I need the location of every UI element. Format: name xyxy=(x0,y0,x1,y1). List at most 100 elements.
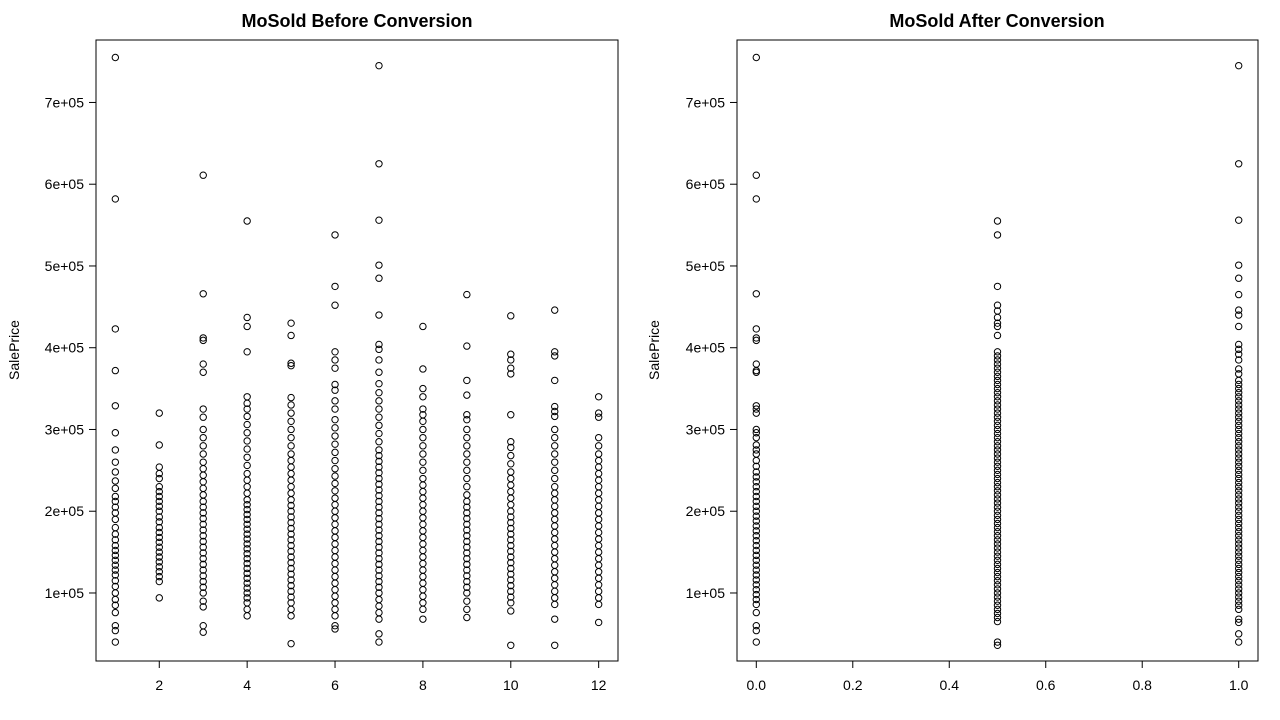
data-point xyxy=(1235,515,1243,524)
data-point xyxy=(752,507,760,515)
data-point xyxy=(752,195,760,203)
data-point xyxy=(551,502,559,511)
data-point xyxy=(111,402,120,410)
data-point xyxy=(375,474,383,483)
data-point xyxy=(993,613,1002,622)
data-point xyxy=(752,556,760,564)
data-point xyxy=(594,483,603,491)
data-point xyxy=(375,274,383,282)
data-point xyxy=(594,489,603,497)
data-point xyxy=(1235,409,1243,417)
data-point xyxy=(463,503,471,511)
data-point xyxy=(463,605,471,614)
data-point xyxy=(331,465,339,473)
data-point xyxy=(752,517,760,525)
data-point xyxy=(507,460,515,468)
data-point xyxy=(243,469,251,478)
data-point xyxy=(1235,466,1243,475)
data-point xyxy=(993,405,1002,413)
data-point xyxy=(594,581,603,589)
data-point xyxy=(199,514,207,523)
data-point xyxy=(594,600,603,609)
data-point xyxy=(1235,322,1243,331)
data-point xyxy=(375,413,383,421)
data-point xyxy=(507,507,515,515)
data-point xyxy=(287,409,295,417)
data-point xyxy=(419,527,427,535)
data-point xyxy=(551,442,559,450)
data-point xyxy=(243,564,251,573)
data-point xyxy=(375,509,383,517)
data-point xyxy=(199,532,207,540)
data-point xyxy=(331,533,339,542)
data-point xyxy=(993,322,1002,331)
data-point xyxy=(993,597,1002,605)
data-point xyxy=(993,458,1002,466)
data-point xyxy=(243,399,251,408)
data-point xyxy=(1235,470,1243,479)
data-point xyxy=(1235,474,1243,483)
data-point xyxy=(993,568,1002,577)
data-point xyxy=(243,605,251,614)
data-point xyxy=(1235,581,1243,589)
data-point xyxy=(1235,483,1243,491)
data-point xyxy=(111,195,120,203)
data-point xyxy=(419,494,427,502)
data-point xyxy=(551,376,559,385)
data-point xyxy=(594,548,603,556)
data-point xyxy=(331,432,339,440)
data-point xyxy=(752,473,760,481)
data-point xyxy=(752,492,760,501)
data-point xyxy=(551,474,559,483)
data-point xyxy=(551,433,559,442)
data-point xyxy=(594,522,603,530)
data-point xyxy=(1235,350,1243,358)
data-point xyxy=(243,437,251,445)
data-point xyxy=(111,484,120,493)
data-point xyxy=(752,405,760,413)
data-point xyxy=(993,356,1002,364)
data-point xyxy=(111,577,120,585)
data-point xyxy=(993,372,1002,381)
data-point xyxy=(199,549,207,557)
data-point xyxy=(551,548,559,556)
data-point xyxy=(551,581,559,589)
x-tick-label: 4 xyxy=(243,677,251,693)
data-point xyxy=(155,563,163,571)
data-point xyxy=(1235,540,1243,548)
data-point xyxy=(752,536,760,545)
data-point xyxy=(463,577,471,586)
data-point xyxy=(243,393,251,401)
data-point xyxy=(331,301,339,309)
data-point xyxy=(752,360,760,368)
data-point xyxy=(993,466,1002,475)
data-point xyxy=(1235,527,1243,536)
data-point xyxy=(752,368,760,376)
data-point xyxy=(243,445,251,453)
data-point xyxy=(199,290,207,298)
data-point xyxy=(1235,261,1243,269)
data-point xyxy=(243,412,251,421)
data-point xyxy=(993,495,1002,503)
data-point xyxy=(1235,503,1243,511)
data-point xyxy=(243,510,251,519)
data-point xyxy=(375,356,383,364)
x-tick-label: 10 xyxy=(503,677,519,693)
data-point xyxy=(419,500,427,509)
data-point xyxy=(993,552,1002,560)
data-point xyxy=(507,494,515,502)
data-point xyxy=(594,568,603,576)
data-point xyxy=(551,483,559,491)
data-point xyxy=(993,319,1002,327)
data-point xyxy=(507,564,515,573)
data-point xyxy=(463,509,471,517)
data-point xyxy=(155,572,163,581)
data-point xyxy=(507,370,515,378)
data-point xyxy=(331,520,339,529)
data-point xyxy=(752,429,760,437)
data-point xyxy=(463,514,471,523)
data-point xyxy=(993,409,1002,417)
data-point xyxy=(1235,552,1243,560)
data-point xyxy=(287,576,295,584)
